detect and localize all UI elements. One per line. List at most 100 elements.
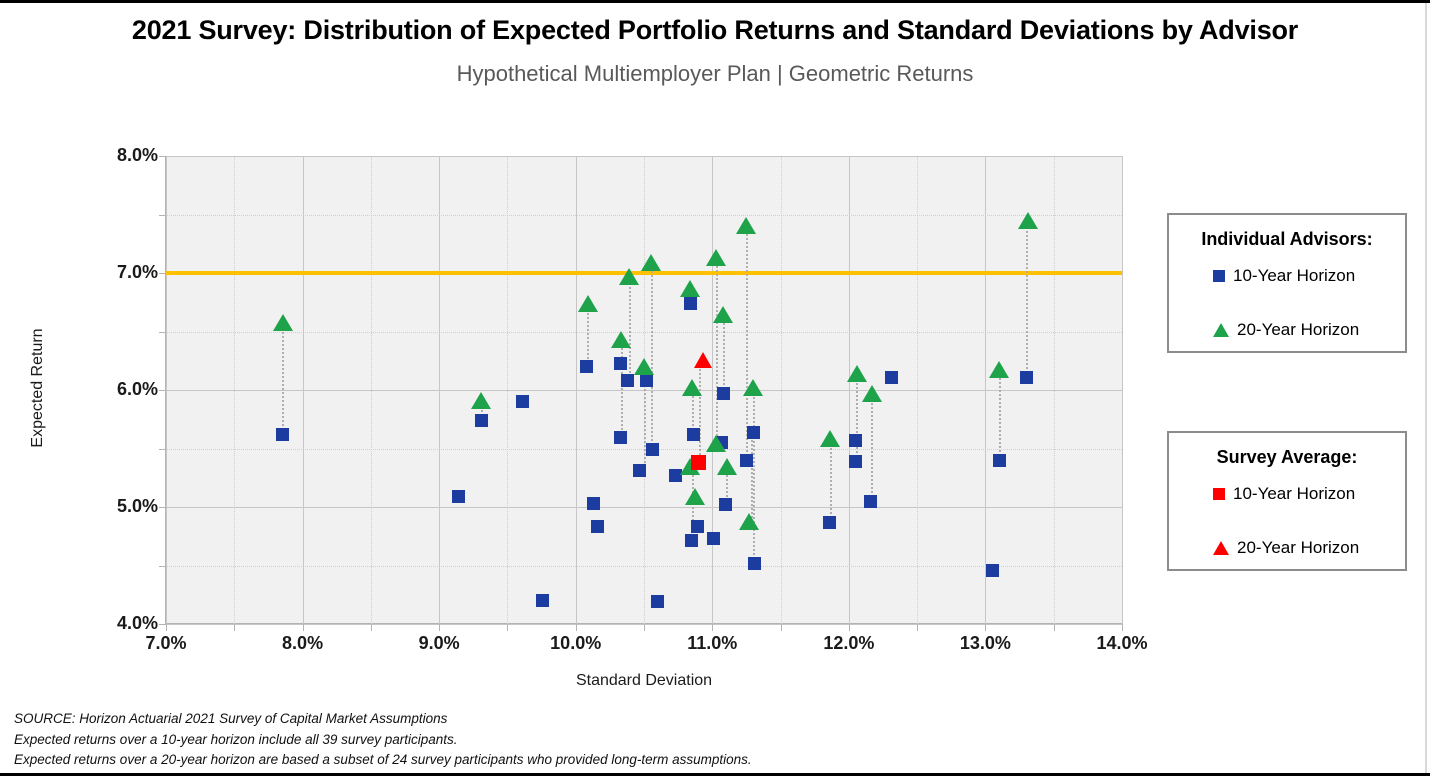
point-individual-advisors-20-year-horizon <box>706 435 727 453</box>
tick-mark <box>159 331 166 333</box>
point-individual-advisors-10-year-horizon <box>645 443 659 457</box>
y-tick-label: 6.0% <box>116 379 158 399</box>
red-triangle-icon <box>1213 541 1229 555</box>
gridline-vertical <box>780 156 782 624</box>
tick-mark <box>159 156 166 157</box>
point-individual-advisors-10-year-horizon <box>748 556 762 570</box>
x-tick-label: 8.0% <box>282 633 324 653</box>
green-triangle-icon <box>1213 323 1229 337</box>
connector-line <box>753 388 756 564</box>
point-individual-advisors-10-year-horizon <box>621 374 635 388</box>
point-individual-advisors-20-year-horizon <box>634 358 654 376</box>
gridline-vertical <box>1053 156 1055 624</box>
connector-line <box>691 388 694 435</box>
point-individual-advisors-20-year-horizon <box>847 365 868 383</box>
y-tick-label: 8.0% <box>116 145 158 165</box>
footnote-20yr: Expected returns over a 20-year horizon … <box>14 752 752 767</box>
legend-title: Survey Average: <box>1216 447 1358 467</box>
gridline-vertical <box>507 156 509 624</box>
point-individual-advisors-20-year-horizon <box>736 216 757 234</box>
tick-mark <box>712 624 714 631</box>
point-individual-advisors-10-year-horizon <box>515 395 529 409</box>
point-individual-advisors-10-year-horizon <box>992 453 1006 467</box>
point-individual-advisors-10-year-horizon <box>746 425 760 439</box>
point-individual-advisors-20-year-horizon <box>739 512 760 530</box>
point-individual-advisors-10-year-horizon <box>716 387 730 400</box>
y-tick-label: 5.0% <box>116 496 158 516</box>
connector-line <box>650 263 653 449</box>
gridline-vertical <box>302 156 304 624</box>
legend-item-label: 10-Year Horizon <box>1233 484 1356 503</box>
connector-line <box>620 340 623 438</box>
connector-line <box>750 432 753 523</box>
footnote-10yr: Expected returns over a 10-year horizon … <box>14 731 458 747</box>
legend-item-20yr: 20-Year Horizon <box>1213 319 1359 341</box>
connector-line <box>870 394 873 502</box>
point-individual-advisors-20-year-horizon <box>1017 212 1038 230</box>
tick-mark <box>370 624 372 631</box>
point-individual-advisors-10-year-horizon <box>884 370 898 384</box>
red-square-icon <box>1213 488 1225 500</box>
connector-line <box>586 304 589 367</box>
connector-line <box>855 374 858 462</box>
point-individual-advisors-10-year-horizon <box>586 496 600 510</box>
point-individual-advisors-10-year-horizon <box>633 464 647 478</box>
tick-mark <box>234 624 236 631</box>
gridline-vertical <box>575 156 577 624</box>
point-individual-advisors-10-year-horizon <box>739 453 753 467</box>
point-individual-advisors-20-year-horizon <box>681 379 702 397</box>
point-individual-advisors-20-year-horizon <box>989 360 1010 378</box>
chart-title: 2021 Survey: Distribution of Expected Po… <box>131 15 1299 45</box>
gridline-vertical <box>712 156 714 624</box>
gridline-vertical <box>439 156 441 624</box>
point-individual-advisors-10-year-horizon <box>690 520 704 534</box>
gridline-horizontal <box>166 214 1122 216</box>
connector-line <box>999 370 1002 461</box>
x-tick-label: 9.0% <box>418 633 460 653</box>
tick-mark <box>159 448 166 450</box>
legend-title: Individual Advisors: <box>1201 229 1373 249</box>
tick-mark <box>507 624 509 631</box>
legend-item-20yr: 20-Year Horizon <box>1213 537 1359 559</box>
point-individual-advisors-20-year-horizon <box>743 379 764 397</box>
point-individual-advisors-20-year-horizon <box>578 295 598 313</box>
point-individual-advisors-10-year-horizon <box>275 427 289 441</box>
point-individual-advisors-10-year-horizon <box>683 296 697 310</box>
frame-right-edge <box>1425 3 1427 773</box>
legend-item-10yr: 10-Year Horizon <box>1213 483 1355 505</box>
connector-line <box>725 467 728 505</box>
gridline-vertical <box>917 156 919 624</box>
tick-mark <box>159 624 166 625</box>
point-individual-advisors-10-year-horizon <box>580 360 594 374</box>
point-individual-advisors-10-year-horizon <box>985 563 999 577</box>
point-individual-advisors-20-year-horizon <box>273 313 294 331</box>
point-individual-advisors-10-year-horizon <box>823 515 837 529</box>
point-individual-advisors-10-year-horizon <box>614 431 628 445</box>
point-individual-advisors-10-year-horizon <box>864 494 878 508</box>
x-tick-label: 7.0% <box>145 633 187 653</box>
gridline-horizontal <box>166 507 1122 508</box>
point-survey-average-20-year-horizon <box>693 351 712 368</box>
point-individual-advisors-10-year-horizon <box>685 534 699 548</box>
point-individual-advisors-10-year-horizon <box>536 594 550 608</box>
x-tick-label: 12.0% <box>823 633 875 653</box>
point-individual-advisors-10-year-horizon <box>591 520 605 534</box>
point-individual-advisors-20-year-horizon <box>717 457 738 475</box>
connector-line <box>282 323 285 435</box>
point-individual-advisors-10-year-horizon <box>849 454 863 468</box>
point-individual-advisors-10-year-horizon <box>849 433 863 447</box>
x-axis-title: Standard Deviation <box>575 672 713 689</box>
tick-mark <box>780 624 782 631</box>
y-tick-label: 7.0% <box>116 262 158 282</box>
point-individual-advisors-10-year-horizon <box>707 532 721 546</box>
point-individual-advisors-20-year-horizon <box>684 488 705 506</box>
gridline-vertical <box>1122 156 1123 624</box>
connector-line <box>628 277 631 381</box>
tick-mark <box>917 624 919 631</box>
tick-mark <box>848 624 850 631</box>
chart-subtitle: Hypothetical Multiemployer Plan | Geomet… <box>456 61 974 86</box>
point-individual-advisors-10-year-horizon <box>614 356 628 370</box>
point-individual-advisors-10-year-horizon <box>640 374 654 388</box>
gridline-horizontal <box>166 156 1122 157</box>
